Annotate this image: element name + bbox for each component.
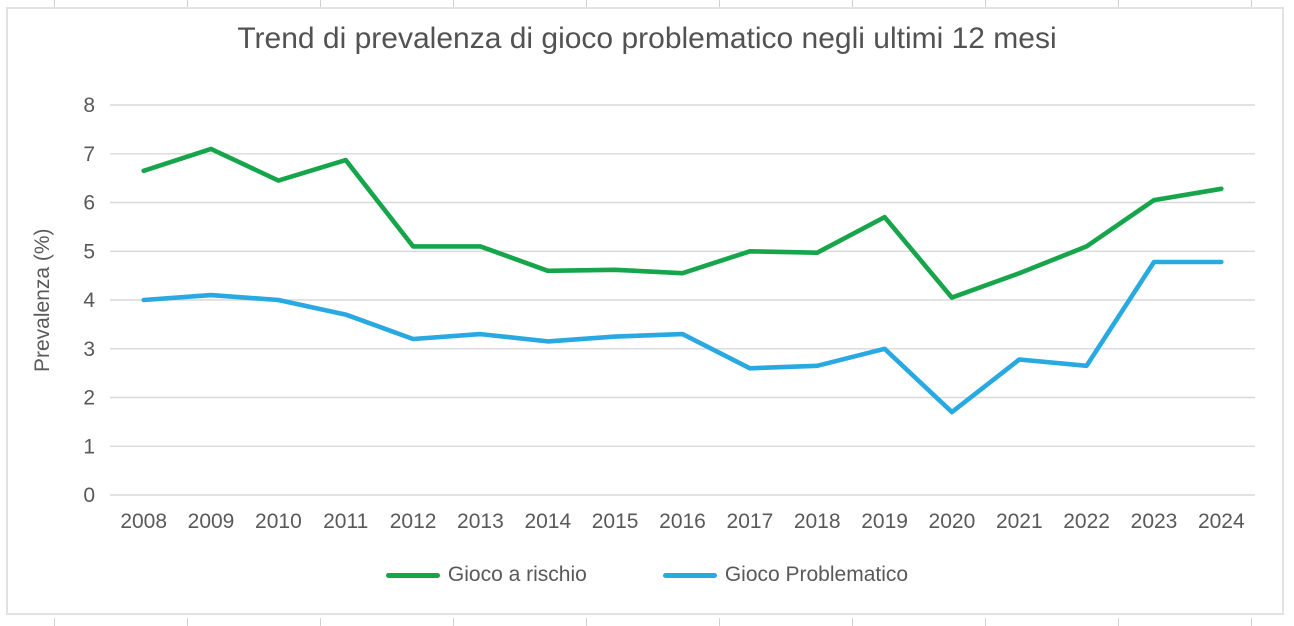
svg-text:2017: 2017 bbox=[727, 510, 774, 533]
svg-text:6: 6 bbox=[83, 192, 95, 215]
svg-text:2010: 2010 bbox=[255, 510, 302, 533]
legend-swatch-green bbox=[385, 572, 440, 578]
svg-text:2020: 2020 bbox=[929, 510, 976, 533]
svg-text:2012: 2012 bbox=[390, 510, 437, 533]
legend-swatch-blue bbox=[662, 572, 717, 578]
legend: Gioco a rischio Gioco Problematico bbox=[0, 561, 1294, 589]
chart-title: Trend di prevalenza di gioco problematic… bbox=[237, 22, 1057, 55]
series-line-gioco-problematico bbox=[141, 259, 1224, 415]
svg-text:2: 2 bbox=[83, 387, 95, 410]
svg-text:5: 5 bbox=[83, 240, 95, 263]
svg-text:2014: 2014 bbox=[524, 510, 571, 533]
svg-text:2008: 2008 bbox=[120, 510, 167, 533]
worksheet-bottom-strip bbox=[0, 618, 1294, 626]
svg-text:2023: 2023 bbox=[1131, 510, 1178, 533]
svg-text:4: 4 bbox=[83, 289, 95, 312]
svg-text:2018: 2018 bbox=[794, 510, 841, 533]
svg-text:2024: 2024 bbox=[1198, 510, 1245, 533]
svg-text:3: 3 bbox=[83, 338, 95, 361]
legend-item-gioco-problematico: Gioco Problematico bbox=[662, 563, 909, 587]
svg-text:2009: 2009 bbox=[188, 510, 235, 533]
svg-text:2021: 2021 bbox=[996, 510, 1043, 533]
svg-text:1: 1 bbox=[83, 435, 95, 458]
legend-item-gioco-a-rischio: Gioco a rischio bbox=[385, 563, 587, 587]
series-line-gioco-a-rischio bbox=[141, 146, 1224, 300]
svg-text:2011: 2011 bbox=[323, 510, 368, 533]
legend-label: Gioco a rischio bbox=[447, 563, 587, 586]
legend-label: Gioco Problematico bbox=[724, 563, 909, 586]
svg-text:2013: 2013 bbox=[457, 510, 504, 533]
svg-text:0: 0 bbox=[83, 484, 95, 507]
y-tick-labels: 0 1 2 3 4 5 6 7 8 bbox=[83, 94, 95, 507]
gridlines bbox=[110, 104, 1255, 496]
chart-canvas[interactable] bbox=[6, 7, 1284, 615]
svg-text:2015: 2015 bbox=[592, 510, 639, 533]
svg-text:2016: 2016 bbox=[659, 510, 706, 533]
svg-text:7: 7 bbox=[83, 143, 95, 166]
svg-text:2019: 2019 bbox=[861, 510, 908, 533]
x-tick-labels: 2008 2009 2010 2011 2012 2013 2014 2015 2016 2017… bbox=[120, 510, 1245, 533]
svg-text:8: 8 bbox=[83, 94, 95, 117]
worksheet-top-strip bbox=[0, 0, 1294, 7]
svg-text:2022: 2022 bbox=[1063, 510, 1110, 533]
